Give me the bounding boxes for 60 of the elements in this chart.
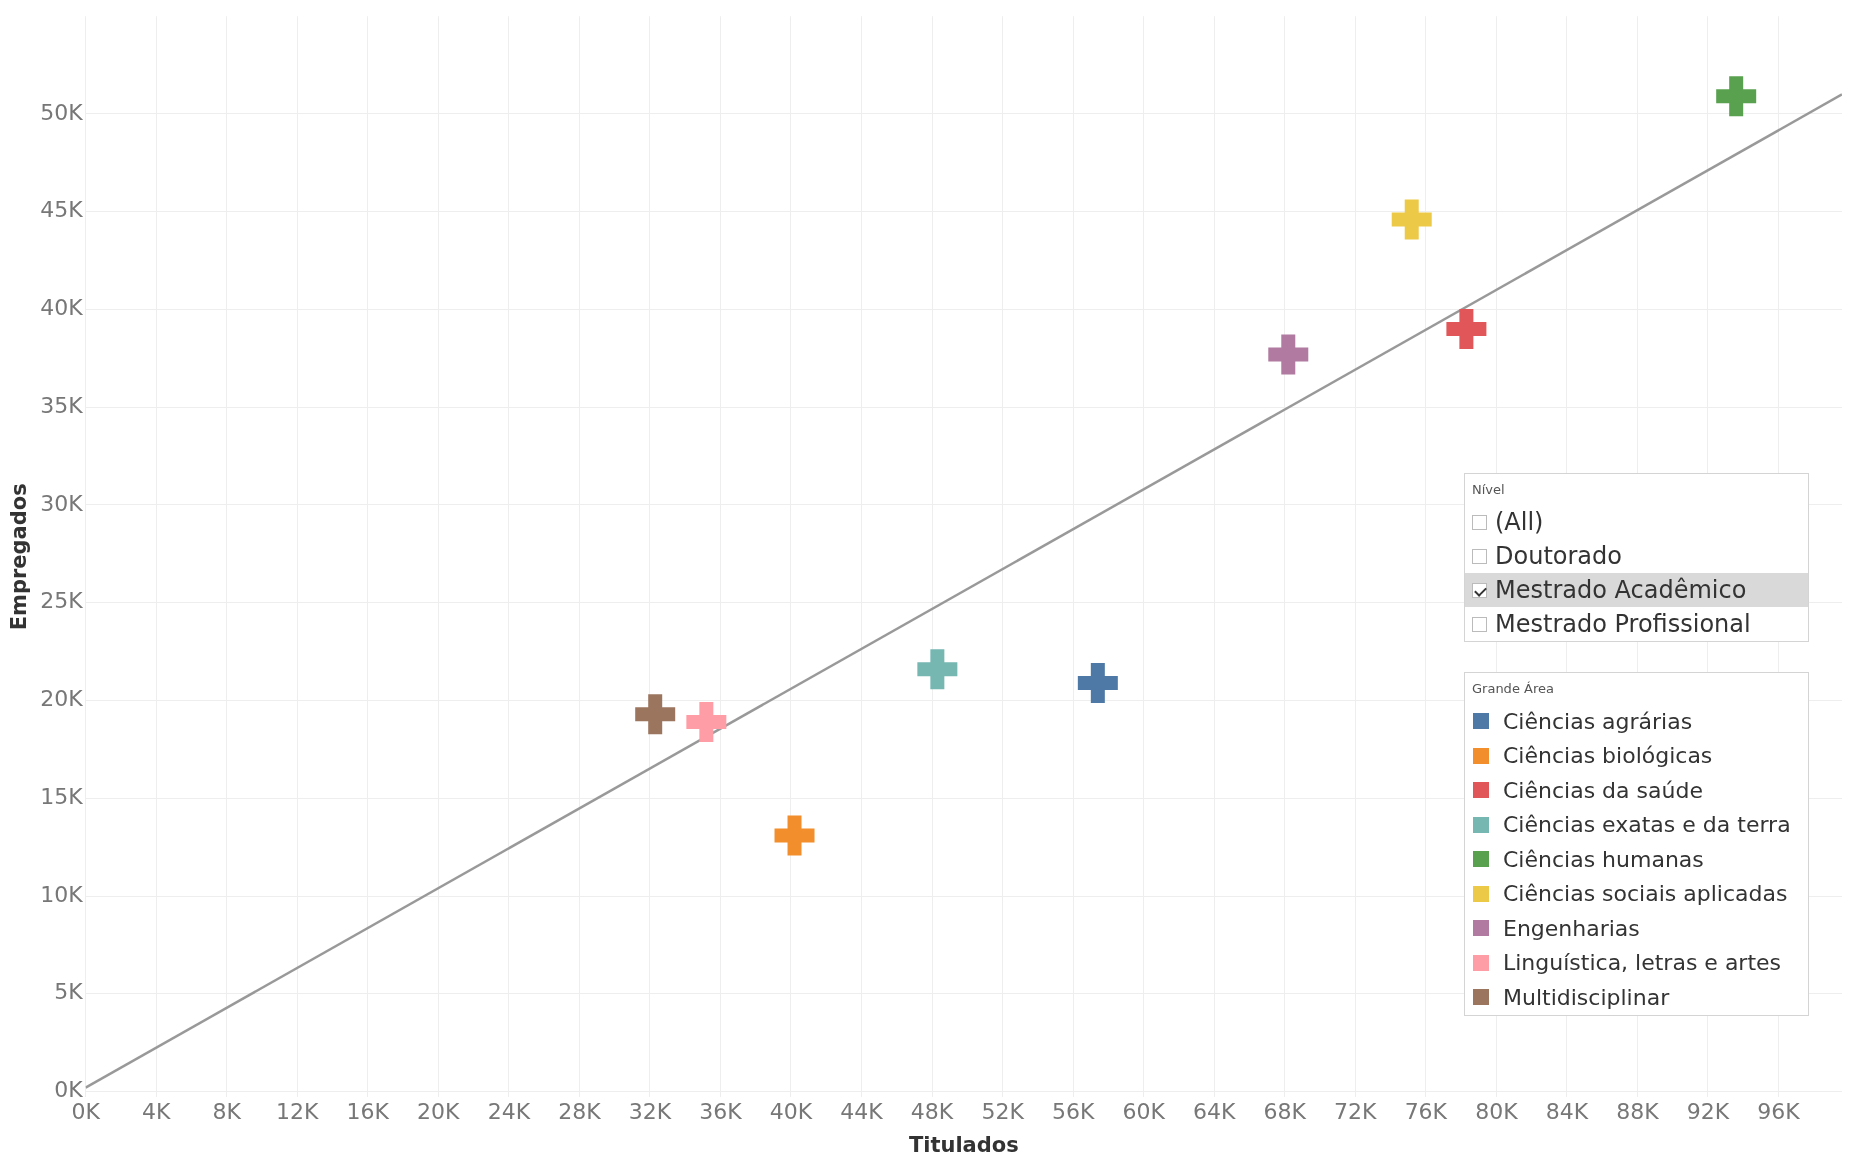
x-tick-label: 16K xyxy=(346,1099,390,1125)
x-tick-label: 72K xyxy=(1334,1099,1378,1125)
legend-title: Grande Área xyxy=(1471,680,1555,698)
x-tick-label: 48K xyxy=(910,1099,954,1125)
point xyxy=(1391,199,1432,240)
legend-label: Linguística, letras e artes xyxy=(1503,950,1782,976)
x-tick-label: 92K xyxy=(1686,1099,1730,1125)
y-tick-label: 20K xyxy=(40,686,84,712)
annotation: Doutorado xyxy=(1495,542,1622,570)
x-tick-label: 80K xyxy=(1475,1099,1519,1125)
annotation: Mestrado Profissional xyxy=(1495,610,1751,638)
x-tick-label: 84K xyxy=(1545,1099,1589,1125)
x-tick-label: 44K xyxy=(840,1099,884,1125)
legend-label: Ciências biológicas xyxy=(1503,743,1713,769)
y-tick-label: 50K xyxy=(40,99,84,125)
y-tick-label: 35K xyxy=(40,392,84,418)
annotation: (All) xyxy=(1495,508,1544,536)
x-tick-label: 8K xyxy=(212,1099,242,1125)
point xyxy=(1077,662,1118,703)
point xyxy=(635,694,676,735)
legend-label: Ciências exatas e da terra xyxy=(1503,812,1791,838)
legend-label: Multidisciplinar xyxy=(1503,984,1670,1010)
x-axis-title: Titulados xyxy=(908,1132,1019,1157)
point xyxy=(774,815,815,856)
y-tick-label: 15K xyxy=(40,783,84,809)
x-tick-label: 28K xyxy=(558,1099,602,1125)
point xyxy=(686,702,727,743)
x-tick-label: 20K xyxy=(417,1099,461,1125)
point xyxy=(1446,309,1487,350)
x-tick-label: 56K xyxy=(1051,1099,1095,1125)
point xyxy=(1716,76,1757,117)
legend-label: Ciências da saúde xyxy=(1503,777,1703,803)
x-tick-label: 52K xyxy=(981,1099,1025,1125)
legend-label: Engenharias xyxy=(1503,915,1640,941)
y-axis-title: Empregados xyxy=(7,483,32,631)
legend-label: Ciências sociais aplicadas xyxy=(1503,881,1788,907)
x-tick-label: 32K xyxy=(628,1099,672,1125)
y-tick-label: 30K xyxy=(40,490,84,516)
x-tick-label: 96K xyxy=(1757,1099,1801,1125)
annotation: Nível xyxy=(1471,481,1506,499)
y-tick-label: 5K xyxy=(54,979,84,1005)
x-tick-label: 40K xyxy=(769,1099,813,1125)
annotation: Mestrado Acadêmico xyxy=(1495,576,1747,604)
x-tick-label: 64K xyxy=(1193,1099,1236,1125)
legend-label: Ciências agrárias xyxy=(1503,708,1693,734)
x-tick-label: 24K xyxy=(487,1099,531,1125)
x-tick-label: 12K xyxy=(276,1099,320,1125)
legend-label: Ciências humanas xyxy=(1503,846,1704,872)
x-tick-label: 76K xyxy=(1404,1099,1448,1125)
y-tick-label: 10K xyxy=(40,881,84,907)
x-tick-label: 88K xyxy=(1616,1099,1660,1125)
x-tick-label: 36K xyxy=(699,1099,743,1125)
y-tick-label: 25K xyxy=(40,588,84,614)
x-tick-label: 4K xyxy=(141,1099,171,1125)
y-tick-label: 45K xyxy=(40,197,84,223)
x-tick-label: 68K xyxy=(1263,1099,1307,1125)
point xyxy=(1268,334,1309,375)
x-tick-label: 60K xyxy=(1122,1099,1166,1125)
point xyxy=(917,649,958,690)
y-tick-label: 40K xyxy=(40,295,84,321)
